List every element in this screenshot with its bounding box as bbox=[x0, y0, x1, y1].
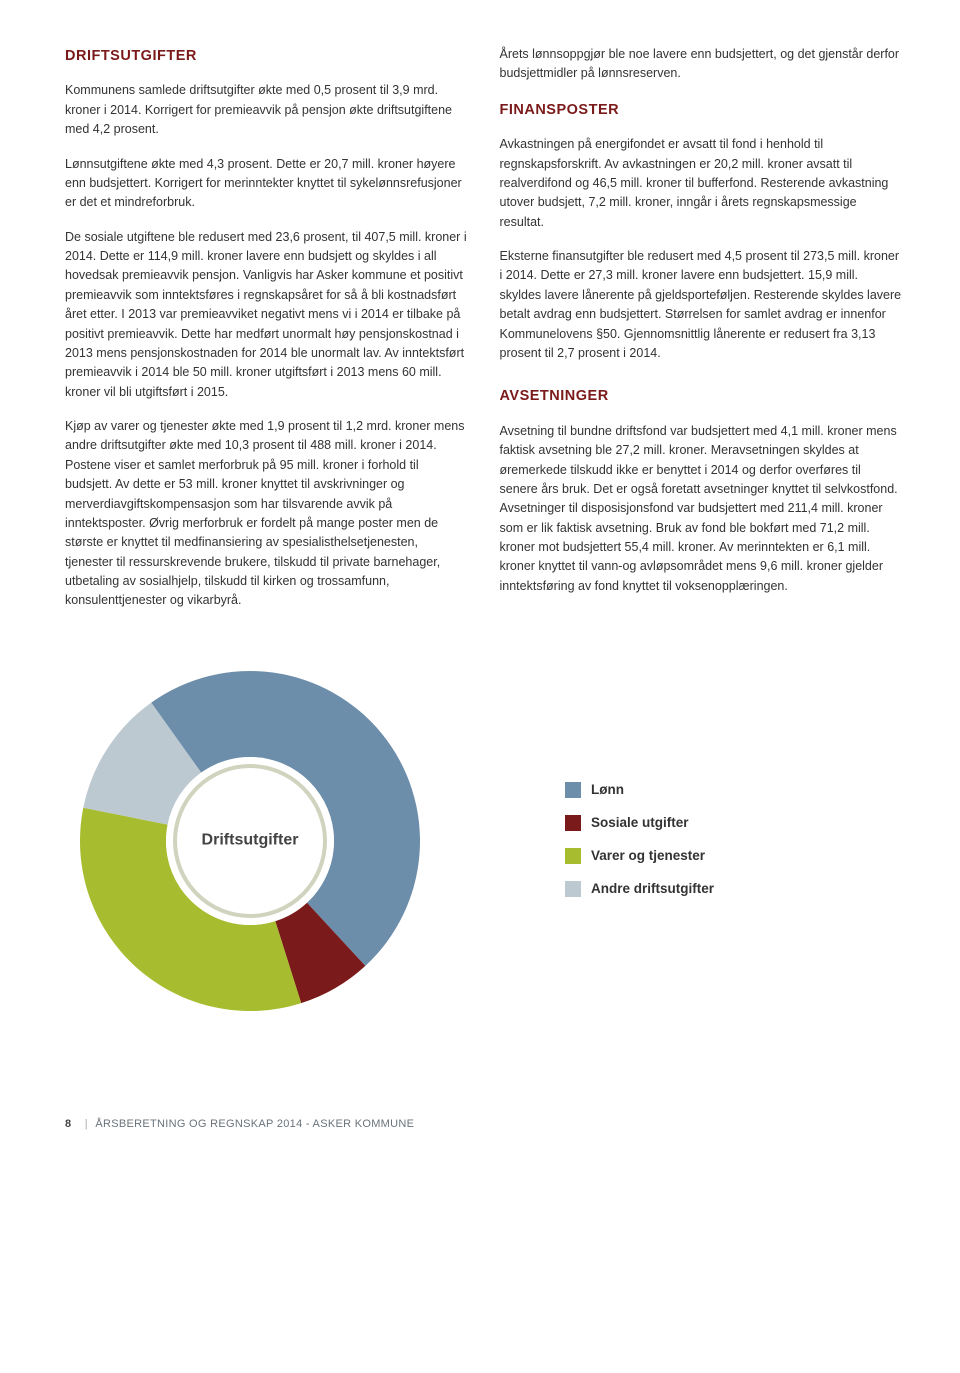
legend-label: Lønn bbox=[591, 780, 624, 801]
paragraph: Kommunens samlede driftsutgifter økte me… bbox=[65, 81, 468, 139]
text-columns: DRIFTSUTGIFTER Kommunens samlede driftsu… bbox=[65, 45, 902, 626]
legend-swatch bbox=[565, 782, 581, 798]
page-number: 8 bbox=[65, 1118, 71, 1130]
legend-item: Andre driftsutgifter bbox=[565, 879, 714, 900]
page-container: DRIFTSUTGIFTER Kommunens samlede driftsu… bbox=[0, 0, 960, 1163]
legend-label: Sosiale utgifter bbox=[591, 813, 689, 834]
paragraph: De sosiale utgiftene ble redusert med 23… bbox=[65, 228, 468, 402]
heading-avsetninger: AVSETNINGER bbox=[500, 385, 903, 407]
legend-swatch bbox=[565, 881, 581, 897]
donut-chart: Driftsutgifter bbox=[65, 656, 435, 1026]
paragraph: Lønnsutgiftene økte med 4,3 prosent. Det… bbox=[65, 155, 468, 213]
chart-legend: Lønn Sosiale utgifter Varer og tjenester An… bbox=[565, 770, 714, 912]
legend-item: Varer og tjenester bbox=[565, 846, 714, 867]
heading-finansposter: FINANSPOSTER bbox=[500, 99, 903, 121]
legend-swatch bbox=[565, 815, 581, 831]
paragraph: Kjøp av varer og tjenester økte med 1,9 … bbox=[65, 417, 468, 611]
legend-label: Varer og tjenester bbox=[591, 846, 705, 867]
legend-item: Sosiale utgifter bbox=[565, 813, 714, 834]
paragraph: Eksterne finansutgifter ble redusert med… bbox=[500, 247, 903, 363]
paragraph: Avkastningen på energifondet er avsatt t… bbox=[500, 135, 903, 232]
right-column: Årets lønnsoppgjør ble noe lavere enn bu… bbox=[500, 45, 903, 626]
legend-swatch bbox=[565, 848, 581, 864]
legend-label: Andre driftsutgifter bbox=[591, 879, 714, 900]
paragraph: Avsetning til bundne driftsfond var buds… bbox=[500, 422, 903, 596]
footer-separator: | bbox=[85, 1118, 88, 1130]
chart-area: Driftsutgifter Lønn Sosiale utgifter Varer… bbox=[65, 656, 902, 1026]
heading-driftsutgifter: DRIFTSUTGIFTER bbox=[65, 45, 468, 67]
footer-text: ÅRSBERETNING OG REGNSKAP 2014 - ASKER KO… bbox=[95, 1118, 414, 1130]
legend-item: Lønn bbox=[565, 780, 714, 801]
paragraph: Årets lønnsoppgjør ble noe lavere enn bu… bbox=[500, 45, 903, 84]
donut-title: Driftsutgifter bbox=[202, 828, 299, 853]
left-column: DRIFTSUTGIFTER Kommunens samlede driftsu… bbox=[65, 45, 468, 626]
page-footer: 8 | ÅRSBERETNING OG REGNSKAP 2014 - ASKE… bbox=[65, 1116, 902, 1133]
